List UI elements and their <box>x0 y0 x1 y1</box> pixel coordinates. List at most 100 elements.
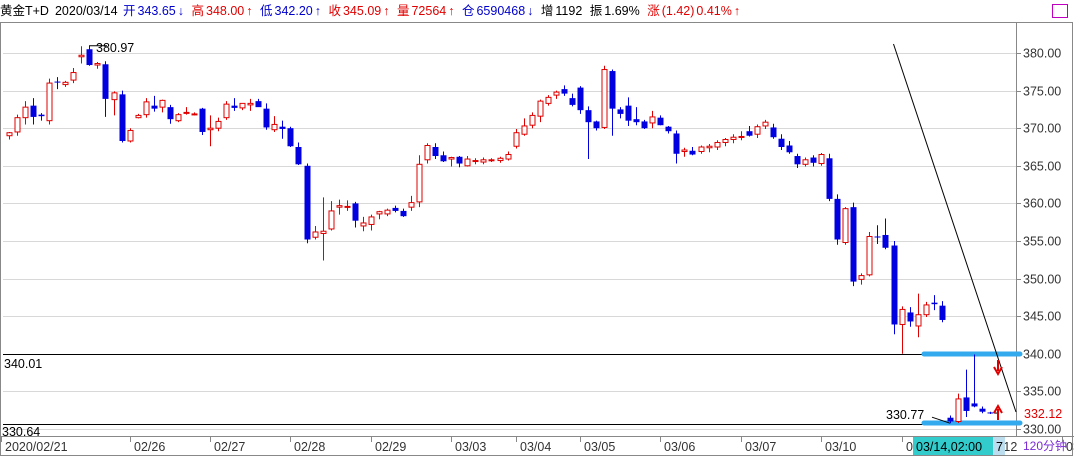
candle-body-up <box>866 235 873 276</box>
candle-body-up <box>521 125 528 135</box>
open-label: 开 343.65 ↓ <box>123 0 186 22</box>
y-tick-label: 380.00 <box>1023 47 1061 61</box>
candle-body-down <box>263 108 270 128</box>
candle-body-up <box>802 159 809 165</box>
candle-body-down <box>987 412 994 414</box>
candle-body-down <box>585 110 592 123</box>
candle-body-up <box>14 117 21 133</box>
x-date-label: 03/04 <box>520 440 551 454</box>
x-date-label: 03/13 <box>1066 440 1074 454</box>
candle-body-down <box>834 198 841 240</box>
x-date-label: 2020/02/21 <box>5 440 68 454</box>
open-interest-label: 仓 6590468 ↓ <box>462 0 535 22</box>
candle-body-down <box>440 155 447 162</box>
candle-body-down <box>400 210 407 217</box>
candle-body-down <box>352 203 359 221</box>
y-tick-label: 345.00 <box>1023 310 1061 324</box>
candle-body-up <box>601 69 608 128</box>
candle-body-up <box>858 275 865 280</box>
x-date-label: 02/27 <box>214 440 245 454</box>
close-label: 收 345.09 ↑ <box>328 0 391 22</box>
candle-body-up <box>344 205 351 208</box>
candle-body-up <box>247 102 254 106</box>
y-tick-label: 350.00 <box>1023 273 1061 287</box>
candle-body-down <box>665 126 672 132</box>
amplitude-label: 振 1.69% <box>590 0 642 22</box>
candle-body-up <box>70 72 77 81</box>
candle-body-down <box>151 105 158 109</box>
candle-body-down <box>673 133 680 154</box>
close-arrow: ↑ <box>383 4 390 18</box>
y-tick-label: 335.00 <box>1023 385 1061 399</box>
candle-body-down <box>287 128 294 147</box>
candle-body-down <box>30 105 37 117</box>
period-selector[interactable]: 120分钟 <box>1022 439 1068 453</box>
oi-arrow: ↓ <box>527 4 534 18</box>
candle-body-down <box>625 105 632 121</box>
candle-body-up <box>754 126 761 135</box>
candle-body-up <box>408 202 415 208</box>
chg-arrow: ↑ <box>733 4 741 18</box>
candle-body-down <box>947 417 954 422</box>
candle-body-down <box>633 119 640 123</box>
x-date-label: 03/06 <box>664 440 695 454</box>
candle-body-up <box>135 114 142 119</box>
candle-body-down <box>456 156 463 164</box>
window-toggle-icon[interactable] <box>1052 4 1068 18</box>
candle-body-down <box>979 408 986 412</box>
incr-caption: 增 <box>540 4 554 18</box>
candle-body-up <box>384 209 391 215</box>
symbol-label: 黄金T+D <box>0 4 49 18</box>
candle-body-up <box>899 308 906 325</box>
open-value: 343.65 <box>137 4 176 18</box>
candle-body-up <box>722 138 729 143</box>
candle-body-up <box>424 144 431 161</box>
candle-body-up <box>818 154 825 165</box>
candle-body-up <box>78 54 85 58</box>
candle-body-down <box>304 165 311 240</box>
candle-body-down <box>810 157 817 163</box>
candle-body-up <box>127 129 134 142</box>
open-caption: 开 <box>123 4 136 18</box>
candle-body-down <box>295 147 302 165</box>
current-date-highlight <box>913 437 993 455</box>
candle-body-down <box>561 89 568 94</box>
max-price-label: 380.97 <box>96 41 134 55</box>
amp-caption: 振 <box>589 4 603 18</box>
candle-body-down <box>432 147 439 157</box>
candle-body-up <box>472 160 479 163</box>
candle-body-down <box>279 126 286 129</box>
candle-body-up <box>448 157 455 160</box>
close-caption: 收 <box>328 4 341 18</box>
candle-body-up <box>681 149 688 153</box>
candle-body-up <box>368 216 375 225</box>
candle-body-down <box>907 312 914 322</box>
candle-body-down <box>826 158 833 199</box>
increase-label: 增 1192 <box>541 0 584 22</box>
candle-body-up <box>738 135 745 138</box>
candle-body-up <box>183 111 190 114</box>
candle-body-up <box>360 222 367 227</box>
candle-body-up <box>649 116 656 124</box>
x-date-label: 03/14,02:00 <box>916 440 982 454</box>
high-caption: 高 <box>191 4 205 18</box>
y-tick-label: 340.00 <box>1023 348 1061 362</box>
min-price-label: 330.77 <box>886 408 924 422</box>
y-tick-label: 365.00 <box>1023 160 1061 174</box>
candle-body-up <box>842 208 849 244</box>
low-arrow: ↑ <box>314 4 321 18</box>
candle-body-up <box>698 146 705 153</box>
volume-value: 72564 <box>411 4 447 18</box>
candle-body-down <box>971 403 978 407</box>
candle-body-down <box>593 121 600 129</box>
candle-body-up <box>46 82 53 122</box>
candle-body-up <box>480 159 487 163</box>
candle-body-down <box>577 87 584 111</box>
x-date-label: 02/29 <box>375 440 406 454</box>
y-tick-label: 360.00 <box>1023 197 1061 211</box>
trend-line <box>893 43 1017 413</box>
high-label: 高 348.00 ↑ <box>192 0 255 22</box>
date-label: 2020/03/14 <box>54 4 118 18</box>
